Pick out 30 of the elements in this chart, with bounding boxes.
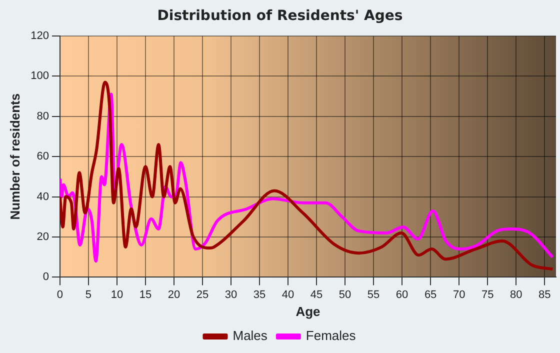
x-tick-label: 35 [253,288,266,301]
x-tick-label: 40 [282,288,294,301]
x-tick-label: 25 [196,288,209,301]
x-tick-label: 65 [424,288,437,301]
chart-title: Distribution of Residents' Ages [156,7,404,24]
y-tick-label: 0 [42,271,49,284]
legend-label: Females [306,328,356,344]
x-tick-label: 75 [481,288,494,301]
x-tick-label: 80 [510,288,522,301]
x-tick-label: 50 [338,288,352,301]
y-tick-label: 40 [36,190,49,203]
x-axis-title: Age [296,304,320,319]
x-tick-label: 70 [452,288,466,301]
y-axis-title: Number of residents [7,93,22,220]
y-tick-label: 60 [36,150,49,163]
y-tick-label: 120 [30,30,49,42]
x-tick-label: 5 [85,288,92,301]
x-tick-label: 85 [538,288,551,301]
x-tick-label: 20 [168,288,180,301]
x-tick-label: 55 [367,288,380,301]
y-tick-label: 100 [30,70,49,82]
y-tick-label: 20 [36,231,49,244]
x-tick-label: 15 [139,288,152,301]
x-tick-label: 60 [396,288,408,301]
x-tick-label: 45 [310,288,323,301]
y-tick-label: 80 [36,110,49,122]
x-tick-label: 30 [224,288,238,301]
x-tick-label: 10 [110,288,124,301]
x-tick-label: 0 [56,288,64,301]
legend-label: Males [232,328,268,344]
